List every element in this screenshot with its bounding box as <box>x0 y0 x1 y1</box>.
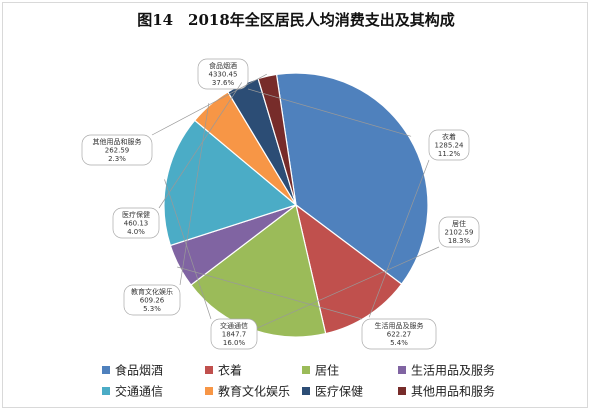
callout-leader-4 <box>164 179 212 320</box>
callout-name-5: 教育文化娱乐 <box>131 287 173 296</box>
callout-name-1: 衣着 <box>442 132 456 141</box>
callout-box-5 <box>123 284 181 316</box>
callout-box-6 <box>112 207 160 239</box>
callout-value-7: 262.59 <box>105 147 130 155</box>
callout-name-0: 食品烟酒 <box>209 61 237 70</box>
legend-swatch-4 <box>102 387 110 395</box>
legend-label-7: 其他用品和服务 <box>411 384 495 399</box>
callout-percent-6: 4.0% <box>127 228 145 236</box>
callout-percent-5: 5.3% <box>143 305 161 313</box>
legend-swatch-2 <box>302 366 310 374</box>
callout-box-3 <box>361 318 437 350</box>
legend-label-0: 食品烟酒 <box>115 363 163 378</box>
callout-percent-7: 2.3% <box>108 155 126 163</box>
callout-percent-4: 16.0% <box>223 339 246 347</box>
legend-label-4: 交通通信 <box>115 384 163 399</box>
callout-leader-0 <box>247 88 412 137</box>
legend-label-6: 医疗保健 <box>315 385 363 399</box>
callout-box-4 <box>210 318 258 350</box>
callout-value-4: 1847.7 <box>222 331 247 339</box>
legend-swatch-0 <box>102 366 110 374</box>
callout-box-7 <box>81 134 153 166</box>
callout-value-6: 460.13 <box>124 220 149 228</box>
callout-value-5: 609.26 <box>140 297 165 305</box>
callout-name-3: 生活用品及服务 <box>375 321 424 330</box>
callout-box-0 <box>197 58 249 90</box>
callout-name-4: 交通通信 <box>220 321 248 330</box>
legend-swatch-7 <box>398 387 406 395</box>
chart-title: 图14 2018年全区居民人均消费支出及其构成 <box>137 11 455 29</box>
pie-slice-0 <box>275 72 429 285</box>
callout-leader-6 <box>158 82 243 209</box>
callout-percent-2: 18.3% <box>448 237 471 245</box>
legend-label-2: 居住 <box>315 364 339 378</box>
callout-value-1: 1285.24 <box>435 142 464 150</box>
legend-swatch-6 <box>302 387 310 395</box>
callout-value-0: 4330.45 <box>209 71 238 79</box>
callout-leader-3 <box>177 266 363 320</box>
legend-label-5: 教育文化娱乐 <box>218 384 290 399</box>
callout-percent-1: 11.2% <box>438 150 461 158</box>
legend-swatch-3 <box>398 366 406 374</box>
callout-box-2 <box>438 216 480 248</box>
callout-value-3: 622.27 <box>387 331 412 339</box>
callout-leader-7 <box>151 73 267 136</box>
legend-swatch-5 <box>205 387 213 395</box>
legend-label-3: 生活用品及服务 <box>411 363 495 378</box>
pie-slice-4 <box>163 119 298 247</box>
callout-value-2: 2102.59 <box>445 229 474 237</box>
callout-leader-1 <box>368 159 430 318</box>
legend-label-1: 衣着 <box>218 363 242 378</box>
callout-percent-0: 37.6% <box>212 79 235 87</box>
legend-swatch-1 <box>205 366 213 374</box>
callout-name-7: 其他用品和服务 <box>93 137 142 146</box>
callout-percent-3: 5.4% <box>390 339 408 347</box>
callout-leader-2 <box>250 246 440 332</box>
callout-name-6: 医疗保健 <box>122 210 150 219</box>
callout-box-1 <box>428 129 470 161</box>
callout-name-2: 居住 <box>452 219 466 228</box>
callout-leader-5 <box>179 103 210 286</box>
